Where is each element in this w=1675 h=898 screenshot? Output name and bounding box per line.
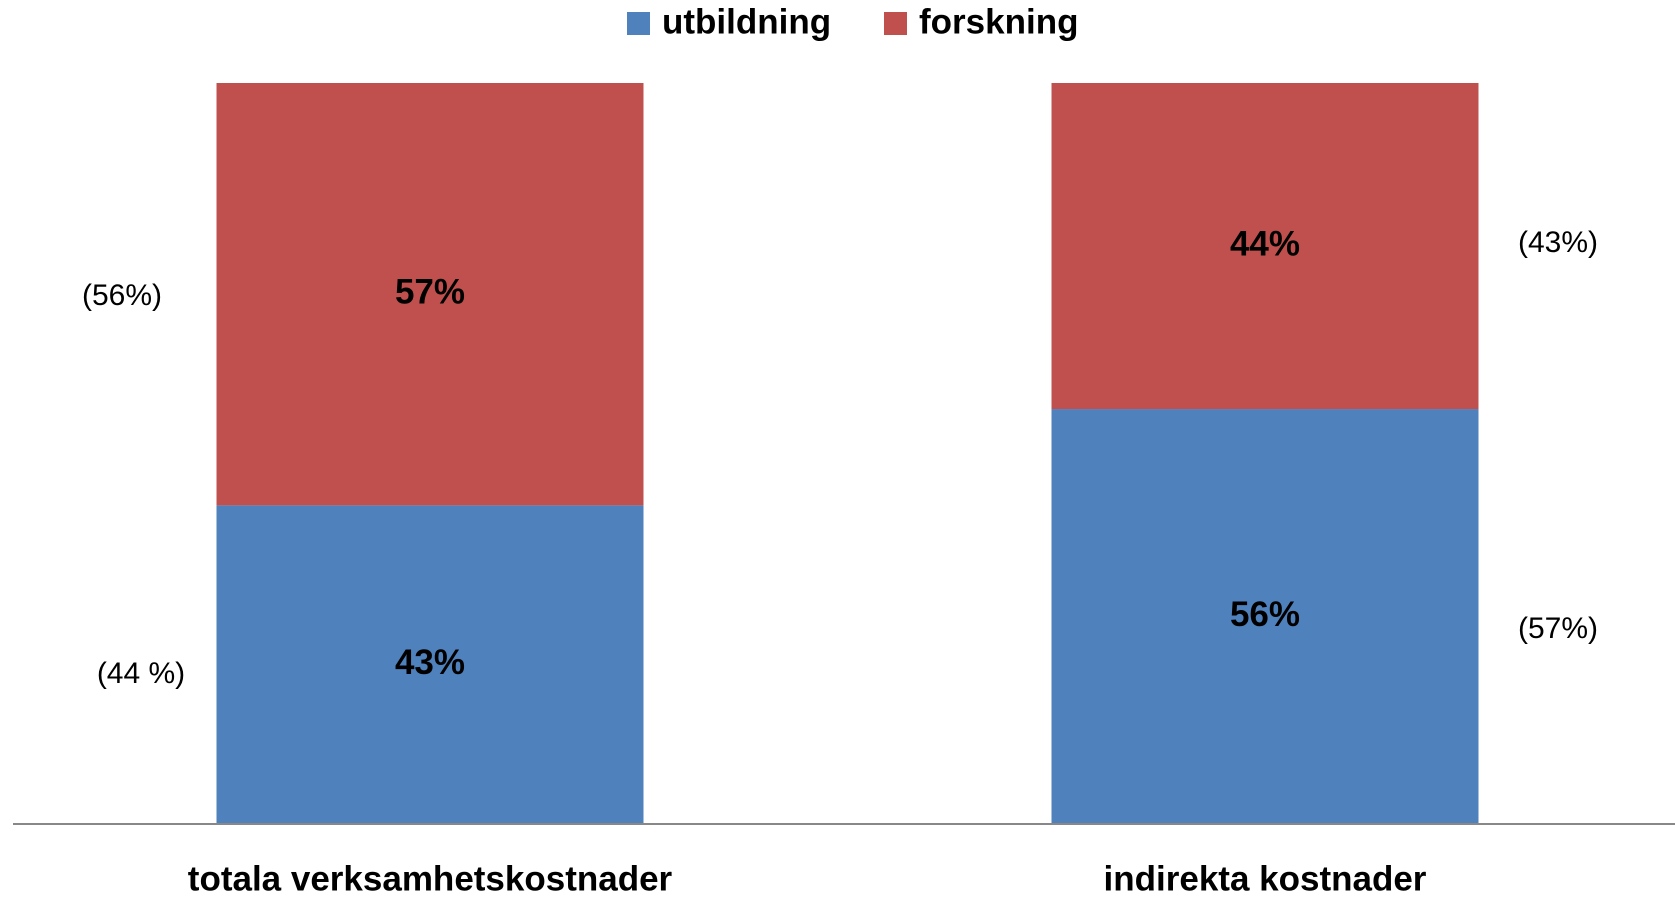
bar-segment bbox=[1051, 83, 1479, 410]
annotation: (57%) bbox=[1518, 612, 1598, 645]
legend-swatch bbox=[884, 12, 907, 35]
bar-segment bbox=[216, 83, 644, 506]
bar-segment bbox=[1051, 409, 1479, 824]
value-label: 57% bbox=[395, 272, 465, 311]
bar-segment bbox=[216, 505, 644, 824]
value-label: 56% bbox=[1230, 595, 1300, 634]
x-tick-label: totala verksamhetskostnader bbox=[188, 859, 673, 898]
value-label: 43% bbox=[395, 643, 465, 682]
annotation: (56%) bbox=[82, 279, 162, 312]
annotation: (43%) bbox=[1518, 226, 1598, 259]
legend-swatch bbox=[627, 12, 650, 35]
legend-label: forskning bbox=[919, 2, 1078, 41]
annotation: (44 %) bbox=[97, 657, 185, 690]
value-label: 44% bbox=[1230, 224, 1300, 263]
x-tick-label: indirekta kostnader bbox=[1104, 859, 1427, 898]
legend-label: utbildning bbox=[662, 2, 831, 41]
